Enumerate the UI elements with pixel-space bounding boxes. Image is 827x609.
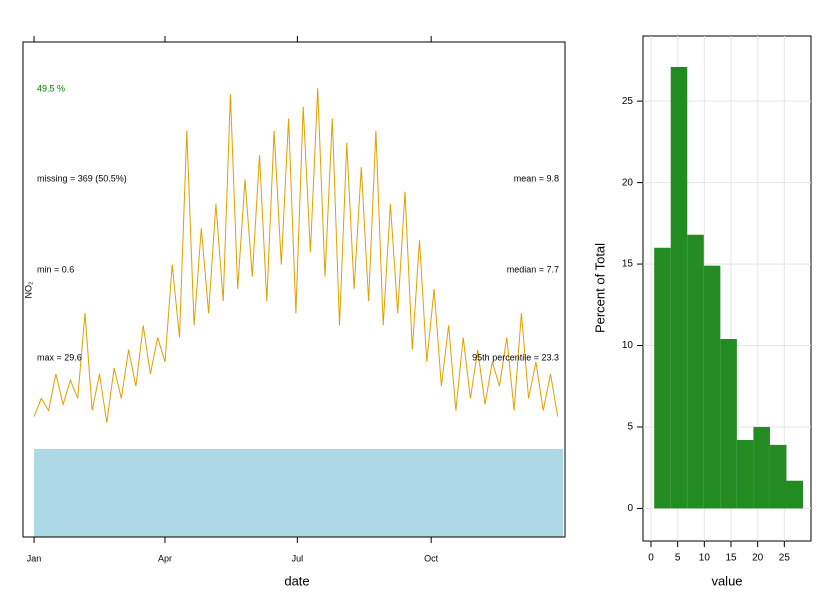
y-tick-label: 10 bbox=[622, 340, 634, 351]
data-line bbox=[33, 88, 559, 423]
bar bbox=[769, 444, 787, 509]
bar bbox=[786, 480, 803, 509]
ts-frame bbox=[22, 41, 566, 538]
annotation: min = 0.6 bbox=[37, 264, 74, 274]
y-axis-label: Percent of Total bbox=[592, 243, 607, 333]
y-tick-label: 5 bbox=[627, 422, 633, 433]
y-tick-label: 15 bbox=[622, 259, 634, 270]
y-tick-label: 0 bbox=[627, 503, 633, 514]
x-tick-label: Jan bbox=[27, 553, 42, 563]
bar bbox=[654, 247, 671, 509]
annotation: median = 7.7 bbox=[507, 264, 559, 274]
availability-band bbox=[34, 449, 563, 537]
bar bbox=[687, 234, 704, 509]
x-tick-label: 10 bbox=[699, 553, 711, 564]
x-tick-label: 15 bbox=[725, 553, 737, 564]
x-tick-label: Jul bbox=[292, 553, 304, 563]
hist-frame bbox=[642, 35, 812, 542]
x-tick-label: Oct bbox=[424, 553, 439, 563]
x-tick-label: 5 bbox=[675, 553, 681, 564]
x-tick-label: 20 bbox=[752, 553, 764, 564]
bar bbox=[720, 339, 737, 509]
annotation: 95th percentile = 23.3 bbox=[472, 352, 559, 362]
bar bbox=[736, 440, 754, 509]
x-tick-label: 0 bbox=[648, 553, 654, 564]
annotation: 49.5 % bbox=[37, 83, 65, 93]
x-axis-label: value bbox=[711, 573, 742, 588]
x-tick-label: 25 bbox=[779, 553, 791, 564]
annotation: max = 29.6 bbox=[37, 352, 82, 362]
x-axis-label: date bbox=[284, 573, 309, 588]
y-tick-label: 20 bbox=[622, 177, 634, 188]
bar bbox=[670, 66, 688, 509]
x-tick-label: Apr bbox=[158, 553, 172, 563]
y-axis-label: NO₂ bbox=[23, 281, 33, 299]
bar bbox=[753, 426, 770, 509]
annotation: mean = 9.8 bbox=[514, 173, 559, 183]
bar bbox=[703, 265, 721, 509]
annotation: missing = 369 (50.5%) bbox=[37, 173, 127, 183]
y-tick-label: 25 bbox=[622, 96, 634, 107]
